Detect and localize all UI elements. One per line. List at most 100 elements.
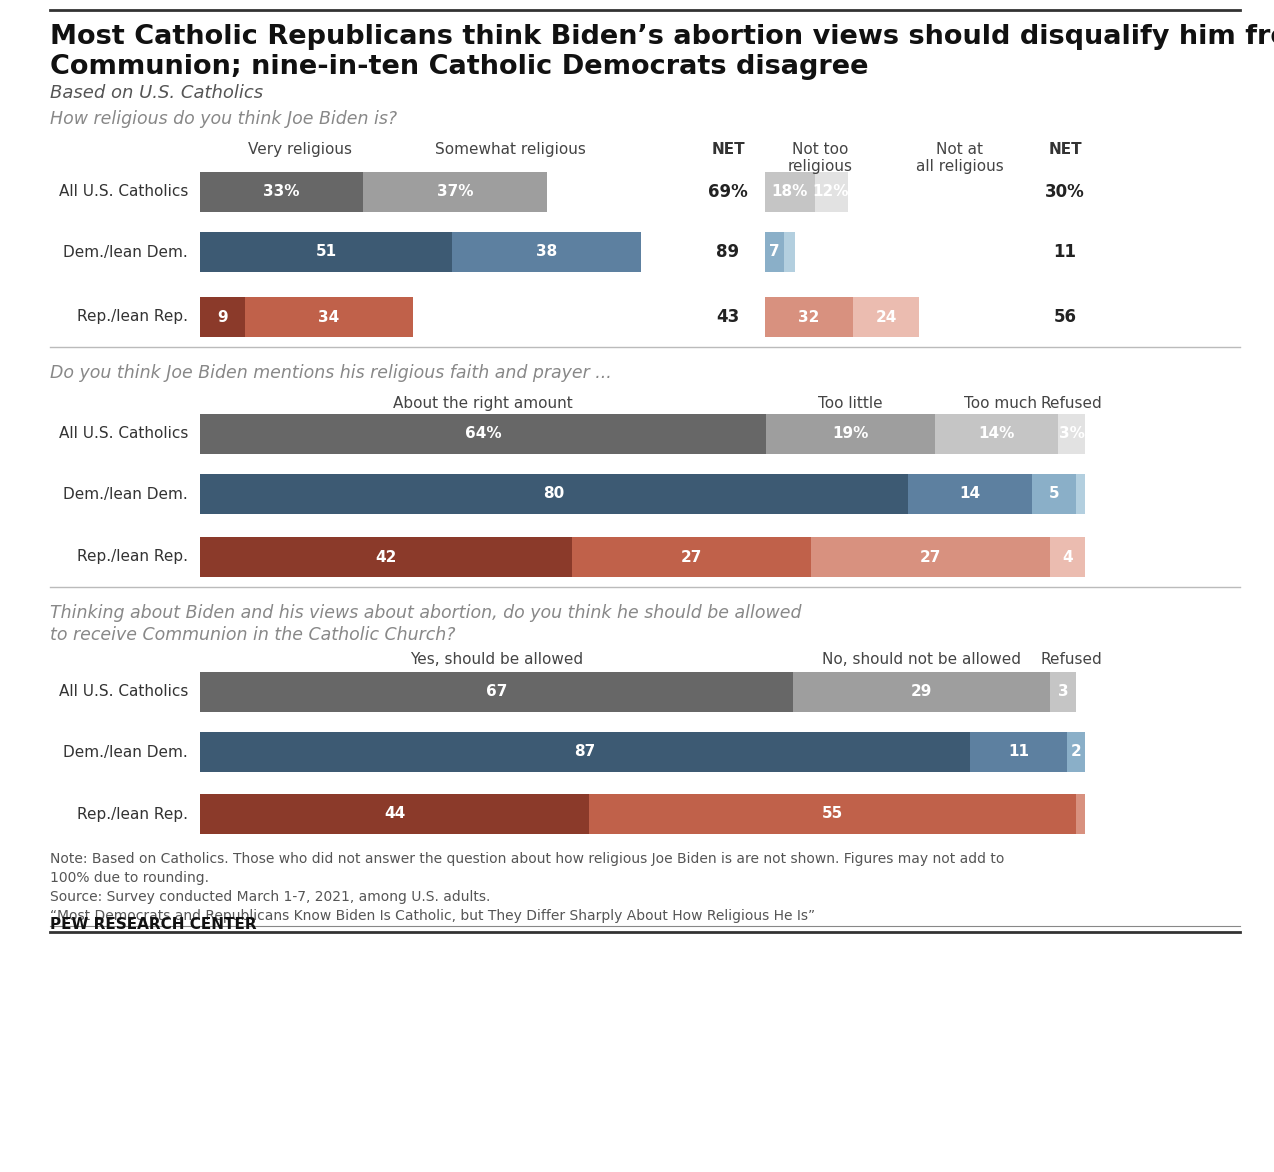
Text: 37%: 37%: [437, 184, 473, 199]
Text: 29: 29: [911, 684, 933, 700]
Text: 38: 38: [536, 245, 557, 259]
Bar: [363, 172, 547, 212]
Text: Refused: Refused: [1041, 652, 1102, 667]
Text: 32: 32: [799, 309, 819, 325]
Bar: [764, 297, 854, 338]
Bar: [854, 297, 919, 338]
Text: 43: 43: [716, 308, 740, 326]
Bar: [767, 414, 935, 454]
Bar: [200, 537, 572, 577]
Text: 3%: 3%: [1059, 427, 1084, 442]
Bar: [200, 297, 245, 338]
Text: 69%: 69%: [708, 183, 748, 202]
Bar: [200, 414, 767, 454]
Bar: [200, 732, 970, 772]
Bar: [200, 473, 908, 515]
Text: Too much: Too much: [964, 396, 1037, 411]
Bar: [764, 172, 814, 212]
Text: 51: 51: [316, 245, 336, 259]
Bar: [200, 793, 590, 834]
Bar: [572, 537, 810, 577]
Text: 56: 56: [1054, 308, 1077, 326]
Text: to receive Communion in the Catholic Church?: to receive Communion in the Catholic Chu…: [50, 626, 456, 643]
Text: Yes, should be allowed: Yes, should be allowed: [410, 652, 583, 667]
Text: 89: 89: [716, 243, 740, 261]
Bar: [1059, 414, 1085, 454]
Text: 42: 42: [375, 550, 396, 565]
Text: All U.S. Catholics: All U.S. Catholics: [59, 427, 189, 442]
Bar: [908, 473, 1032, 515]
Bar: [1032, 473, 1077, 515]
Text: Communion; nine-in-ten Catholic Democrats disagree: Communion; nine-in-ten Catholic Democrat…: [50, 54, 869, 80]
Text: 34: 34: [318, 309, 339, 325]
Bar: [1077, 793, 1085, 834]
Text: Very religious: Very religious: [248, 142, 352, 157]
Bar: [1050, 537, 1085, 577]
Text: 24: 24: [875, 309, 897, 325]
Text: All U.S. Catholics: All U.S. Catholics: [59, 684, 189, 700]
Bar: [200, 672, 792, 713]
Text: 64%: 64%: [465, 427, 502, 442]
Bar: [814, 172, 847, 212]
Text: 55: 55: [822, 806, 843, 822]
Text: 5: 5: [1049, 486, 1060, 502]
Text: 14%: 14%: [978, 427, 1014, 442]
Text: Not too
religious: Not too religious: [787, 142, 852, 175]
Text: Rep./lean Rep.: Rep./lean Rep.: [76, 806, 189, 822]
Text: Rep./lean Rep.: Rep./lean Rep.: [76, 309, 189, 325]
Text: Most Catholic Republicans think Biden’s abortion views should disqualify him fro: Most Catholic Republicans think Biden’s …: [50, 23, 1274, 50]
Text: Dem./lean Dem.: Dem./lean Dem.: [64, 744, 189, 759]
Bar: [1077, 473, 1085, 515]
Text: 18%: 18%: [772, 184, 808, 199]
Bar: [792, 672, 1050, 713]
Bar: [200, 232, 452, 272]
Text: 44: 44: [383, 806, 405, 822]
Text: 67: 67: [485, 684, 507, 700]
Text: Thinking about Biden and his views about abortion, do you think he should be all: Thinking about Biden and his views about…: [50, 604, 801, 622]
Text: 30%: 30%: [1045, 183, 1085, 202]
Text: How religious do you think Joe Biden is?: How religious do you think Joe Biden is?: [50, 110, 397, 128]
Text: Refused: Refused: [1041, 396, 1102, 411]
Text: 100% due to rounding.: 100% due to rounding.: [50, 871, 209, 885]
Text: Rep./lean Rep.: Rep./lean Rep.: [76, 550, 189, 565]
Text: About the right amount: About the right amount: [394, 396, 573, 411]
Text: All U.S. Catholics: All U.S. Catholics: [59, 184, 189, 199]
Text: 3: 3: [1057, 684, 1068, 700]
Text: 14: 14: [959, 486, 981, 502]
Text: 11: 11: [1054, 243, 1077, 261]
Text: 2: 2: [1070, 744, 1082, 759]
Text: 87: 87: [575, 744, 596, 759]
Text: 9: 9: [217, 309, 228, 325]
Text: “Most Democrats and Republicans Know Biden Is Catholic, but They Differ Sharply : “Most Democrats and Republicans Know Bid…: [50, 909, 815, 924]
Text: Dem./lean Dem.: Dem./lean Dem.: [64, 486, 189, 502]
Text: Somewhat religious: Somewhat religious: [434, 142, 586, 157]
Text: PEW RESEARCH CENTER: PEW RESEARCH CENTER: [50, 917, 256, 932]
Text: 33%: 33%: [264, 184, 299, 199]
Bar: [1068, 732, 1085, 772]
Bar: [590, 793, 1077, 834]
Text: NET: NET: [1049, 142, 1082, 157]
Bar: [764, 232, 785, 272]
Bar: [452, 232, 641, 272]
Bar: [935, 414, 1059, 454]
Bar: [200, 172, 363, 212]
Bar: [810, 537, 1050, 577]
Bar: [970, 732, 1068, 772]
Text: Do you think Joe Biden mentions his religious faith and prayer ...: Do you think Joe Biden mentions his reli…: [50, 364, 612, 382]
Text: No, should not be allowed: No, should not be allowed: [822, 652, 1020, 667]
Text: 27: 27: [680, 550, 702, 565]
Text: Source: Survey conducted March 1-7, 2021, among U.S. adults.: Source: Survey conducted March 1-7, 2021…: [50, 890, 490, 904]
Text: Based on U.S. Catholics: Based on U.S. Catholics: [50, 84, 264, 102]
Text: Not at
all religious: Not at all religious: [916, 142, 1004, 175]
Text: 80: 80: [544, 486, 564, 502]
Bar: [245, 297, 413, 338]
Text: Dem./lean Dem.: Dem./lean Dem.: [64, 245, 189, 259]
Text: Note: Based on Catholics. Those who did not answer the question about how religi: Note: Based on Catholics. Those who did …: [50, 852, 1004, 866]
Bar: [1050, 672, 1077, 713]
Bar: [785, 232, 795, 272]
Text: Too little: Too little: [818, 396, 883, 411]
Text: 12%: 12%: [813, 184, 850, 199]
Text: 11: 11: [1008, 744, 1029, 759]
Text: 19%: 19%: [832, 427, 869, 442]
Text: NET: NET: [711, 142, 745, 157]
